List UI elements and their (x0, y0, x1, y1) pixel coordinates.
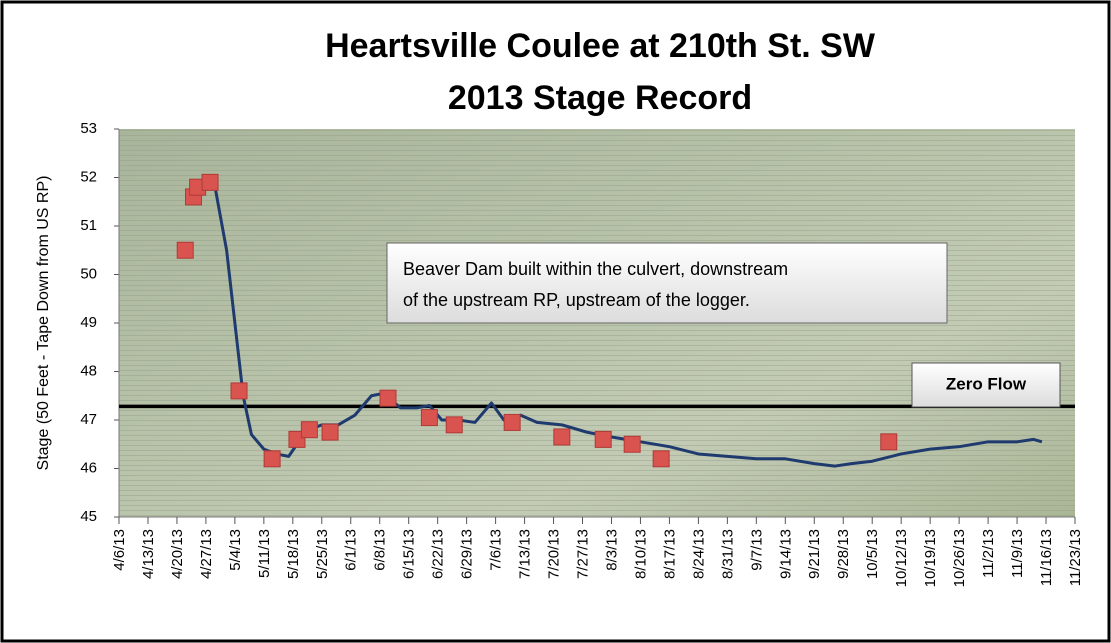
x-tick-label: 10/19/13 (922, 529, 939, 587)
data-point (300, 421, 318, 439)
x-tick-label: 4/27/13 (198, 529, 215, 579)
y-tick-label: 51 (80, 217, 97, 234)
x-tick-label: 4/6/13 (111, 529, 128, 571)
x-tick-label: 11/16/13 (1038, 529, 1055, 586)
x-tick-label: 5/18/13 (285, 529, 302, 579)
y-tick-label: 53 (80, 120, 97, 137)
data-point (623, 435, 641, 453)
data-point (379, 389, 397, 407)
y-tick-label: 47 (80, 411, 97, 428)
data-point (553, 428, 571, 446)
annotation-text: of the upstream RP, upstream of the logg… (403, 290, 750, 310)
data-point (420, 409, 438, 427)
data-point (230, 382, 248, 400)
annotation-text: Beaver Dam built within the culvert, dow… (403, 259, 788, 279)
y-tick-label: 49 (80, 314, 97, 331)
data-point (503, 413, 521, 431)
data-point (652, 450, 670, 468)
y-tick-label: 46 (80, 459, 97, 476)
x-tick-label: 4/20/13 (169, 529, 186, 579)
x-tick-label: 7/20/13 (546, 529, 563, 579)
x-tick-label: 6/1/13 (343, 529, 360, 571)
x-tick-label: 5/11/13 (256, 529, 273, 578)
x-tick-label: 6/22/13 (430, 529, 447, 579)
data-point (263, 450, 281, 468)
x-tick-label: 8/17/13 (661, 529, 678, 579)
x-tick-label: 7/13/13 (517, 529, 534, 579)
x-tick-label: 10/26/13 (951, 529, 968, 587)
x-tick-label: 6/8/13 (372, 529, 389, 571)
x-tick-label: 4/13/13 (140, 529, 157, 579)
reference-label-box (911, 362, 1061, 408)
x-tick-label: 5/25/13 (314, 529, 331, 579)
x-tick-label: 10/12/13 (893, 529, 910, 587)
x-tick-label: 9/14/13 (777, 529, 794, 579)
x-tick-label: 6/29/13 (459, 529, 476, 579)
x-tick-label: 8/3/13 (603, 529, 620, 571)
data-point (594, 430, 612, 448)
reference-label: Zero Flow (946, 374, 1027, 393)
x-tick-label: 9/7/13 (748, 529, 765, 571)
y-tick-label: 45 (80, 508, 97, 525)
y-axis-label: Stage (50 Feet - Tape Down from US RP) (35, 176, 52, 471)
x-tick-label: 6/15/13 (401, 529, 418, 579)
x-tick-label: 9/28/13 (835, 529, 852, 579)
y-tick-label: 50 (80, 265, 97, 282)
x-tick-label: 11/9/13 (1009, 529, 1026, 578)
x-tick-label: 10/5/13 (864, 529, 881, 579)
chart-subtitle: 2013 Stage Record (448, 79, 752, 117)
data-point (176, 241, 194, 259)
x-tick-label: 7/27/13 (574, 529, 591, 579)
data-point (201, 173, 219, 191)
x-tick-label: 8/31/13 (719, 529, 736, 579)
x-tick-label: 11/23/13 (1067, 529, 1084, 586)
x-tick-label: 11/2/13 (980, 529, 997, 578)
data-point (880, 433, 898, 451)
y-tick-label: 52 (80, 168, 97, 185)
x-tick-label: 5/4/13 (227, 529, 244, 571)
x-tick-label: 9/21/13 (806, 529, 823, 579)
x-tick-label: 8/24/13 (690, 529, 707, 579)
x-tick-label: 8/10/13 (632, 529, 649, 579)
data-point (445, 416, 463, 434)
annotation-box (386, 242, 948, 324)
chart-title: Heartsville Coulee at 210th St. SW (325, 27, 876, 65)
data-point (321, 423, 339, 441)
x-tick-label: 7/6/13 (488, 529, 505, 571)
y-tick-label: 48 (80, 362, 97, 379)
